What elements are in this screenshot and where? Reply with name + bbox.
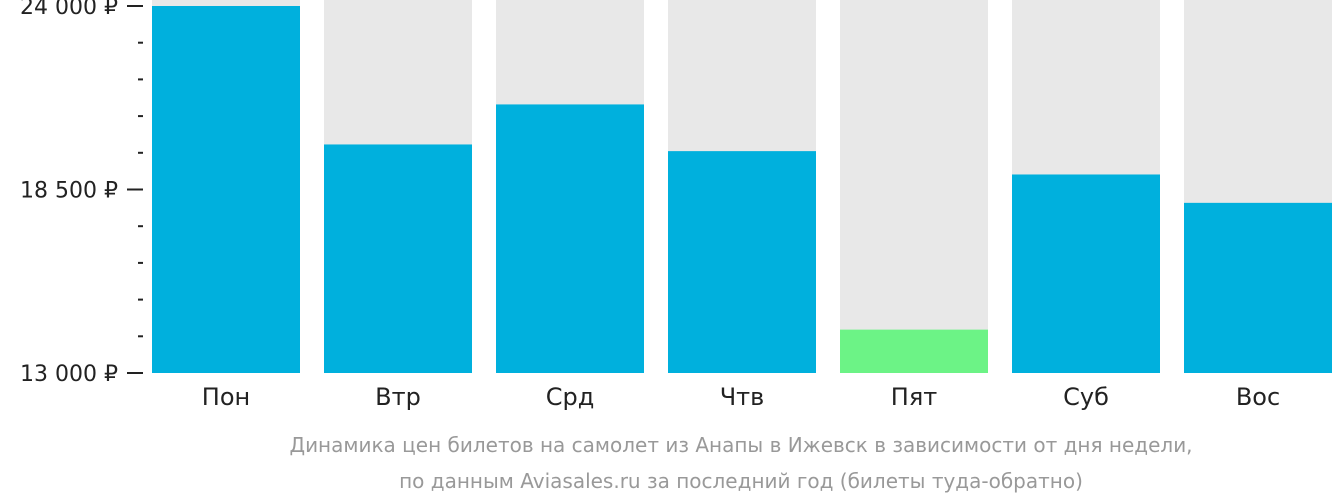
caption-line-2: по данным Aviasales.ru за последний год … bbox=[399, 469, 1083, 493]
bar-6[interactable] bbox=[1184, 202, 1332, 373]
category-label-0: Пон bbox=[202, 383, 250, 411]
bar-4[interactable] bbox=[840, 329, 988, 373]
bar-5[interactable] bbox=[1012, 174, 1160, 373]
bar-2[interactable] bbox=[496, 104, 644, 373]
y-tick-label-1: 18 500 ₽ bbox=[20, 179, 118, 204]
bars bbox=[152, 6, 1332, 373]
x-axis-labels: Пон Втр Срд Чтв Пят Суб Вос bbox=[202, 383, 1280, 411]
category-label-4: Пят bbox=[891, 383, 937, 411]
category-label-6: Вос bbox=[1236, 383, 1280, 411]
category-label-2: Срд bbox=[546, 383, 595, 411]
bar-1[interactable] bbox=[324, 144, 472, 373]
caption-line-1: Динамика цен билетов на самолет из Анапы… bbox=[289, 433, 1192, 457]
y-axis: 24 000 ₽ 18 500 ₽ 13 000 ₽ bbox=[20, 0, 143, 387]
bar-track-4 bbox=[840, 0, 988, 373]
y-tick-label-2: 13 000 ₽ bbox=[20, 362, 118, 387]
bar-3[interactable] bbox=[668, 151, 816, 373]
y-tick-label-0: 24 000 ₽ bbox=[20, 0, 118, 20]
category-label-5: Суб bbox=[1063, 383, 1109, 411]
category-label-3: Чтв bbox=[720, 383, 765, 411]
category-label-1: Втр bbox=[375, 383, 421, 411]
bar-0[interactable] bbox=[152, 6, 300, 373]
